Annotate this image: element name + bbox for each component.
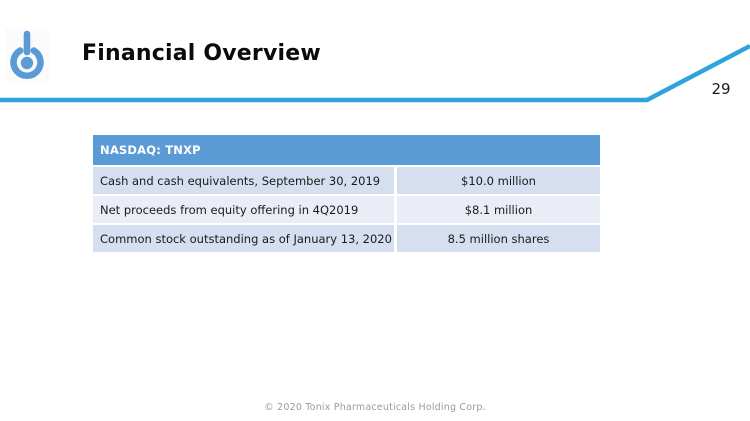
row-label: Common stock outstanding as of January 1… (93, 225, 394, 252)
row-label: Cash and cash equivalents, September 30,… (93, 167, 394, 194)
table-row: Net proceeds from equity offering in 4Q2… (93, 196, 600, 223)
copyright-text: © 2020 Tonix Pharmaceuticals Holding Cor… (264, 402, 486, 413)
financial-table: NASDAQ: TNXP Cash and cash equivalents, … (93, 135, 600, 252)
table-row: Common stock outstanding as of January 1… (93, 225, 600, 252)
power-button-icon (10, 30, 44, 80)
table-header: NASDAQ: TNXP (93, 135, 600, 165)
page-number: 29 (711, 80, 731, 98)
table-row: Cash and cash equivalents, September 30,… (93, 167, 600, 194)
company-logo (5, 29, 49, 81)
page-title: Financial Overview (82, 41, 321, 66)
row-label: Net proceeds from equity offering in 4Q2… (93, 196, 394, 223)
row-value: $10.0 million (397, 167, 600, 194)
row-value: $8.1 million (397, 196, 600, 223)
row-value: 8.5 million shares (397, 225, 600, 252)
